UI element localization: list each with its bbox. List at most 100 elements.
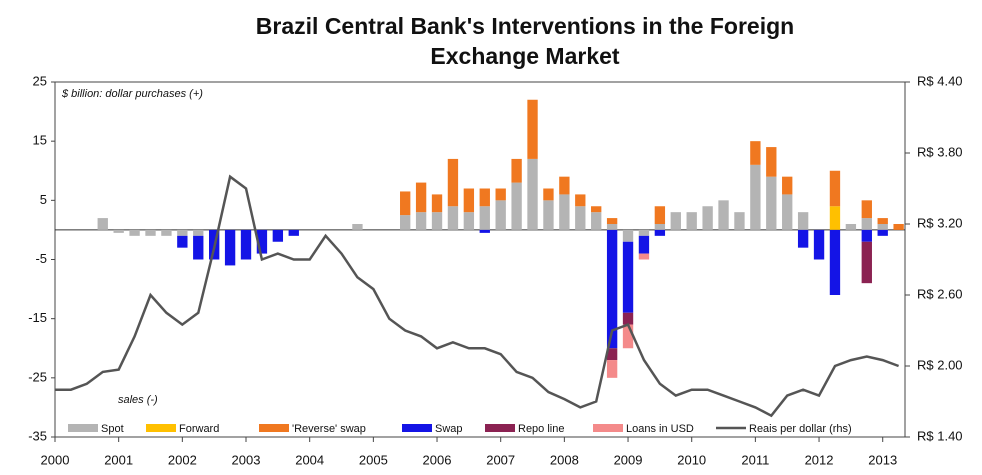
bar [193, 229, 204, 236]
bar [511, 158, 522, 183]
bar [543, 200, 554, 230]
bar [638, 253, 650, 260]
bar [415, 182, 427, 213]
bar [479, 188, 490, 207]
bar [782, 176, 793, 195]
legend-label: Swap [435, 423, 463, 435]
bar [606, 229, 618, 349]
x-tick-label: 2011 [741, 452, 769, 467]
x-tick-label: 2002 [168, 452, 197, 467]
y2-tick-label: R$ 2.60 [917, 286, 963, 301]
bar [861, 218, 872, 230]
bar [479, 229, 490, 233]
bar [177, 229, 188, 236]
line [55, 174, 900, 418]
bar [893, 224, 904, 230]
bar [559, 194, 570, 230]
legend-label: Spot [101, 423, 124, 435]
x-tick-label: 2008 [550, 452, 579, 467]
legend-label: Repo line [518, 423, 564, 435]
legend-swatch [593, 424, 623, 432]
legend-label: 'Reverse' swap [292, 423, 366, 435]
bar [813, 229, 825, 260]
bar [272, 229, 284, 242]
legend-swatch [485, 424, 515, 432]
bar [145, 229, 156, 236]
bar [782, 194, 793, 230]
y-tick-label: -5 [35, 251, 47, 266]
chart-title: Exchange Market [430, 43, 620, 69]
y-tick-label: -15 [28, 310, 47, 325]
bar [638, 229, 650, 236]
bar [113, 229, 124, 233]
bar [97, 218, 108, 230]
y-tick-label: -25 [28, 369, 47, 384]
bar [559, 176, 570, 195]
bar [527, 99, 538, 159]
bar [431, 194, 443, 213]
bar [129, 229, 140, 236]
bar [734, 212, 745, 230]
bar [829, 170, 841, 207]
legend-label: Reais per dollar (rhs) [749, 423, 852, 435]
y2-tick-label: R$ 3.20 [917, 215, 963, 230]
x-tick-label: 2005 [359, 452, 388, 467]
chart-title: Brazil Central Bank's Interventions in t… [256, 13, 794, 39]
bar [591, 212, 602, 230]
x-tick-label: 2004 [295, 452, 324, 467]
bar [861, 229, 872, 242]
y-tick-label: 5 [40, 192, 47, 207]
legend-swatch [68, 424, 98, 432]
bar [606, 224, 618, 230]
bar [463, 188, 475, 213]
y-tick-label: 15 [33, 133, 47, 148]
bar [877, 218, 888, 224]
y2-tick-label: R$ 3.80 [917, 144, 963, 159]
bar [861, 241, 872, 284]
x-tick-label: 2001 [104, 452, 133, 467]
bar [415, 212, 427, 230]
bar [845, 224, 857, 230]
bar [511, 182, 522, 230]
legend-swatch [402, 424, 432, 432]
bar [877, 229, 888, 236]
bar [702, 206, 713, 230]
x-tick-label: 2013 [868, 452, 897, 467]
bar [591, 206, 602, 213]
bar [288, 229, 299, 236]
bar [527, 158, 538, 230]
bar [161, 229, 172, 236]
legend-label: Forward [179, 423, 219, 435]
bar [654, 229, 666, 236]
bar [543, 188, 554, 201]
bar [575, 206, 586, 230]
bar [479, 206, 490, 230]
bar [766, 176, 777, 230]
bar [256, 229, 268, 254]
bar [654, 224, 666, 230]
bar [622, 241, 634, 313]
x-tick-label: 2000 [41, 452, 70, 467]
x-tick-label: 2010 [677, 452, 706, 467]
bar [447, 206, 459, 230]
legend-swatch [259, 424, 289, 432]
bar [400, 215, 411, 230]
bar [240, 229, 252, 260]
bar [622, 324, 634, 349]
annotation: $ billion: dollar purchases (+) [61, 88, 203, 100]
annotation: sales (-) [118, 394, 158, 406]
y-tick-label: 25 [33, 73, 47, 88]
legend-label: Loans in USD [626, 423, 694, 435]
x-tick-label: 2007 [486, 452, 515, 467]
x-tick-label: 2009 [614, 452, 643, 467]
bar [224, 229, 236, 266]
plot-frame [54, 81, 906, 438]
bar [606, 360, 618, 378]
bar [495, 188, 506, 201]
bar [193, 235, 204, 260]
bar [638, 235, 650, 254]
bar [606, 218, 618, 224]
bar [670, 212, 681, 230]
bar [447, 158, 459, 207]
